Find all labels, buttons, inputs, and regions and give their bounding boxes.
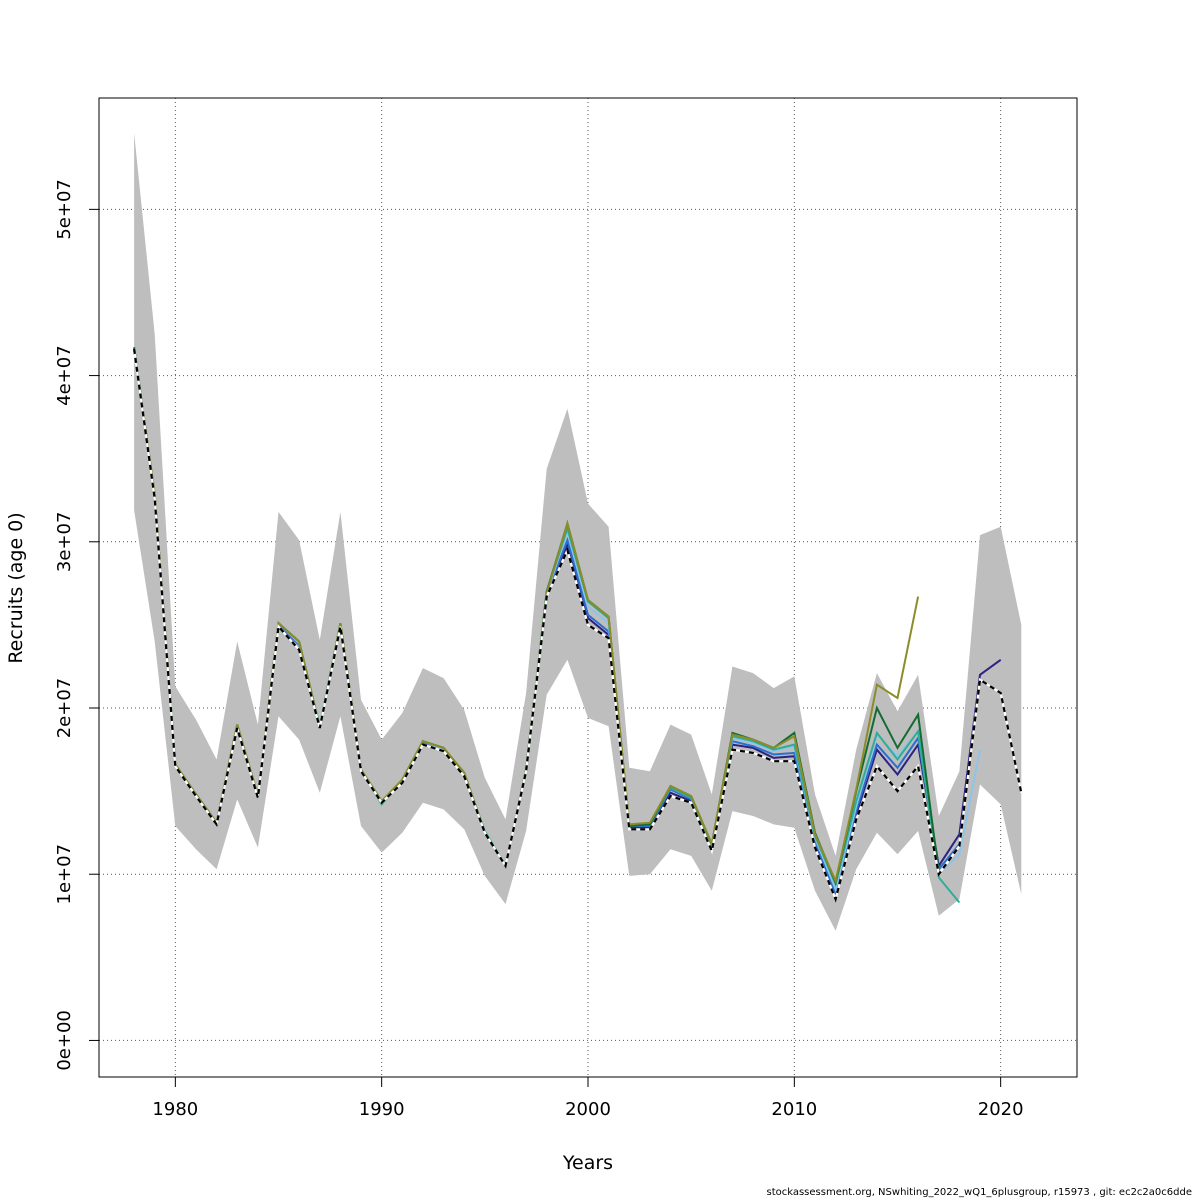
y-tick-label: 1e+07 (54, 844, 75, 905)
series-lines (133, 347, 1023, 904)
y-tick-label: 4e+07 (54, 345, 75, 406)
x-tick-label: 1990 (359, 1099, 405, 1120)
x-axis: 1980 1990 2000 2010 2020 (152, 1076, 1024, 1120)
x-axis-title: Years (562, 1152, 613, 1174)
y-axis: 0e+00 1e+07 2e+07 3e+07 4e+07 5e+07 (54, 179, 100, 1071)
y-tick-label: 2e+07 (54, 678, 75, 739)
x-tick-label: 2020 (978, 1099, 1024, 1120)
y-tick-label: 0e+00 (54, 1010, 75, 1071)
x-tick-label: 2010 (771, 1099, 817, 1120)
footer-credit: stockassessment.org, NSwhiting_2022_wQ1_… (766, 1187, 1192, 1198)
x-tick-label: 1980 (152, 1099, 198, 1120)
series-line-reference (133, 348, 1023, 903)
x-tick-label: 2000 (565, 1099, 611, 1120)
y-tick-label: 3e+07 (54, 512, 75, 573)
y-axis-title: Recruits (age 0) (5, 512, 27, 663)
y-tick-label: 5e+07 (54, 179, 75, 240)
